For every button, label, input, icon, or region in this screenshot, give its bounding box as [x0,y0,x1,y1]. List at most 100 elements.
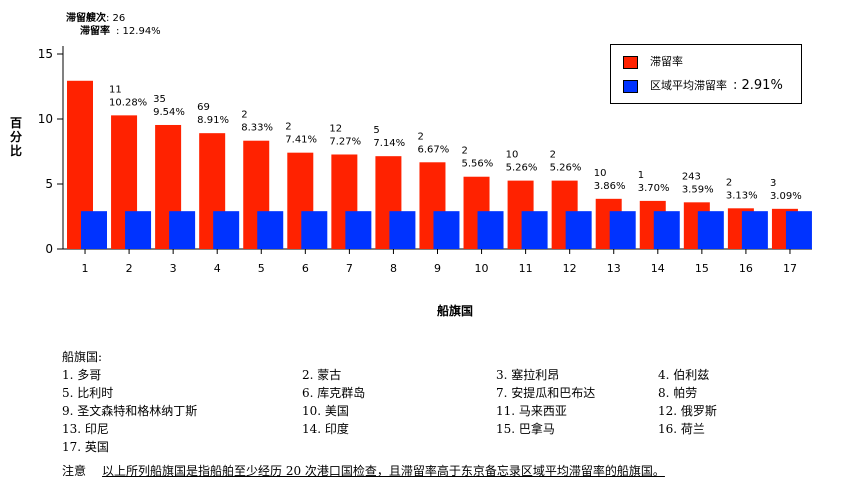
x-tick-label: 7 [346,262,353,275]
legend-label-regional-average: 区域平均滞留率 [650,79,727,92]
bar-regional-average [697,211,724,249]
bar-regional-average [565,211,592,249]
data-label-rate: 3.86% [594,181,626,192]
bar-regional-average [521,211,548,249]
flag-state-item: 15. 巴拿马 [496,422,555,436]
y-axis-label-char: 比 [9,144,22,158]
x-tick-label: 5 [258,262,265,275]
x-tick-label: 12 [563,262,577,275]
bar-regional-average [169,211,196,249]
detention-rate-label: 滞留率 [80,26,110,37]
flag-state-item: 3. 塞拉利昂 [496,368,560,382]
detention-rate-value: : 12.94% [116,26,161,37]
x-tick-label: 6 [302,262,309,275]
data-label-rate: 7.41% [285,135,317,146]
bar-regional-average [125,211,152,249]
flag-state-item: 1. 多哥 [62,368,102,382]
data-label-count: 5 [373,125,379,136]
data-label-count: 10 [594,168,607,179]
x-axis-label: 船旗国 [437,304,474,318]
flag-state-item: 9. 圣文森特和格林纳丁斯 [62,404,198,418]
x-tick-label: 2 [126,262,133,275]
footnote: 注意 以上所列船旗国是指船舶至少经历 20 次港口国检查，且滞留率高于东京备忘录区… [62,462,665,479]
bar-regional-average [741,211,768,249]
flag-state-item: 10. 美国 [302,404,349,418]
data-label-count: 243 [682,171,701,182]
flag-state-item: 2. 蒙古 [302,368,342,382]
data-label-rate: 8.33% [241,123,273,134]
footnote-label: 注意 [62,464,87,478]
footnote-text: 以上所列船旗国是指船舶至少经历 20 次港口国检查，且滞留率高于东京备忘录区域平… [102,464,665,478]
data-label-rate: 5.56% [462,159,494,170]
data-label-rate: 6.67% [417,144,449,155]
data-label-rate: 7.27% [329,136,361,147]
detention-rate-summary: 滞留率 : 12.94% [80,25,161,38]
data-label-rate: 3.13% [726,190,758,201]
legend-swatch-blue [623,79,638,93]
flag-state-item: 4. 伯利兹 [658,368,710,382]
data-label-rate: 5.26% [506,163,538,174]
legend-value-regional-average: : 2.91% [733,78,783,93]
bar-regional-average [477,211,504,249]
data-label-count: 2 [726,177,732,188]
x-tick-label: 9 [434,262,441,275]
data-label-count: 3 [770,178,776,189]
y-tick-label: 10 [38,112,53,126]
y-axis-label-char: 百 [9,116,22,130]
legend-label-detention-rate: 滞留率 [650,55,683,68]
data-label-rate: 3.09% [770,191,802,202]
legend-item-regional-average: 区域平均滞留率 : 2.91% [623,79,783,93]
x-tick-label: 1 [82,262,89,275]
flag-state-item: 8. 帕劳 [658,386,698,400]
bar-regional-average [81,211,107,249]
data-label-rate: 5.26% [550,163,582,174]
y-axis-label-char: 分 [9,130,22,144]
bar-regional-average [345,211,372,249]
x-tick-label: 3 [170,262,177,275]
flag-state-item: 5. 比利时 [62,386,114,400]
data-label-rate: 10.28% [109,97,147,108]
flag-state-item: 13. 印尼 [62,422,109,436]
chart-legend: 滞留率 区域平均滞留率 : 2.91% [610,44,802,104]
flag-state-item: 17. 英国 [62,440,109,454]
data-label-rate: 8.91% [197,115,229,126]
data-label-count: 2 [550,150,556,161]
bar-regional-average [609,211,636,249]
data-label-rate: 3.70% [638,183,670,194]
data-label-count: 2 [285,122,291,133]
bar-regional-average [653,211,680,249]
bar-regional-average [213,211,240,249]
data-label-count: 10 [506,150,519,161]
notes-title: 船旗国: [62,350,103,364]
chart-bars [67,80,812,249]
x-tick-label: 8 [390,262,397,275]
y-tick-label: 0 [45,242,53,256]
x-tick-label: 11 [519,262,533,275]
data-label-count: 35 [153,94,166,105]
y-axis-label: 百分比 [9,116,23,158]
flag-state-item: 7. 安提瓜和巴布达 [496,386,596,400]
y-tick-label: 15 [38,47,53,61]
data-label-count: 1 [638,170,644,181]
detention-count-value: : 26 [106,13,126,24]
flag-state-item: 16. 荷兰 [658,422,705,436]
data-label-rate: 9.54% [153,107,185,118]
flag-state-item: 12. 俄罗斯 [658,404,717,418]
x-tick-label: 10 [475,262,489,275]
detention-count-label: 滞留艘次 [66,13,106,24]
flag-state-item: 11. 马来西亚 [496,404,567,418]
bar-regional-average [433,211,460,249]
bar-regional-average [785,211,812,249]
flag-state-item: 6. 库克群岛 [302,386,366,400]
data-label-count: 69 [197,102,210,113]
x-tick-label: 13 [607,262,621,275]
bar-regional-average [389,211,416,249]
x-tick-label: 4 [214,262,221,275]
y-tick-label: 5 [45,177,53,191]
bar-regional-average [257,211,284,249]
x-tick-label: 17 [783,262,797,275]
flag-state-item: 14. 印度 [302,422,349,436]
x-tick-label: 16 [739,262,753,275]
legend-item-detention-rate: 滞留率 [623,55,683,69]
